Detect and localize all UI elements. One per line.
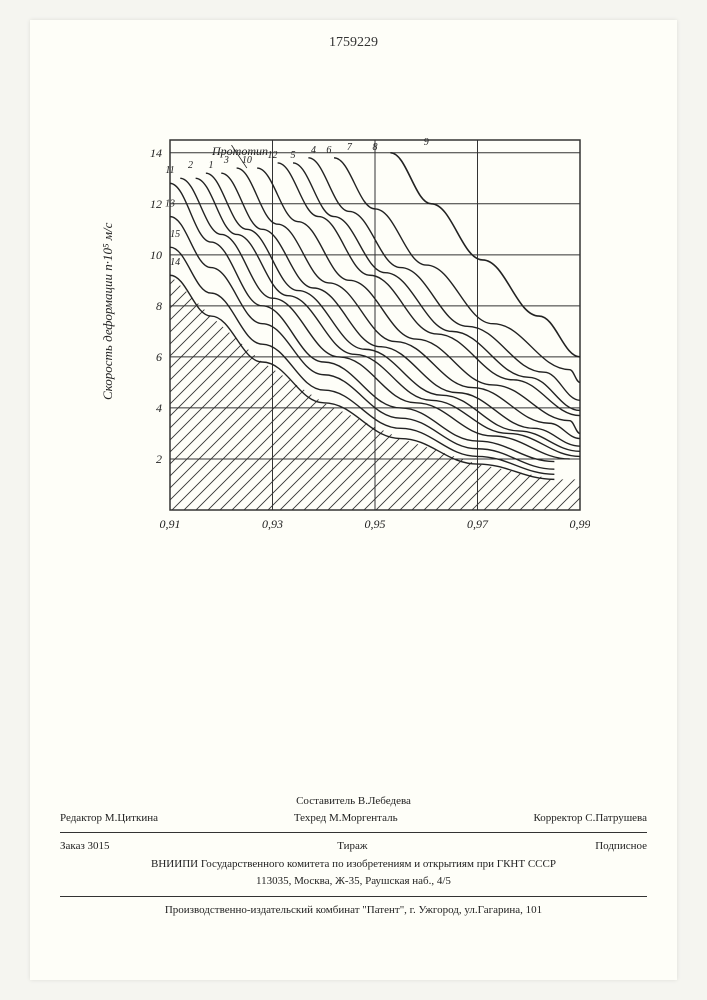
svg-text:5: 5 [291,150,296,161]
chart-svg: 0,910,930,950,970,9924681012141234567891… [130,120,590,540]
subscription: Подписное [595,839,647,854]
annotation-prototype: Прототип [212,144,268,159]
svg-text:4: 4 [156,401,162,415]
svg-text:12: 12 [150,197,162,211]
svg-text:8: 8 [373,142,378,153]
editor: Редактор М.Циткина [60,811,158,826]
svg-text:10: 10 [150,248,162,262]
svg-text:1: 1 [209,160,214,171]
address: 113035, Москва, Ж-35, Раушская наб., 4/5 [60,874,647,889]
compiler: Составитель В.Лебедева [60,794,647,809]
svg-text:2: 2 [188,160,193,171]
chart: Скорость деформации n·10⁵ м/с 0,910,930,… [130,120,590,540]
svg-text:0,91: 0,91 [160,517,181,531]
tirage: Тираж [337,839,367,854]
order: Заказ 3015 [60,839,110,854]
svg-text:0,97: 0,97 [467,517,489,531]
y-axis-label: Скорость деформации n·10⁵ м/с [100,223,116,400]
svg-text:7: 7 [347,142,353,153]
svg-text:6: 6 [156,350,162,364]
page: 1759229 Скорость деформации n·10⁵ м/с 0,… [30,20,677,980]
publisher: Производственно-издательский комбинат "П… [60,903,647,918]
svg-text:13: 13 [165,198,175,209]
footer: Составитель В.Лебедева Редактор М.Циткин… [60,792,647,920]
svg-text:12: 12 [268,150,278,161]
svg-text:0,95: 0,95 [365,517,386,531]
patent-number: 1759229 [329,35,378,51]
techred: Техред М.Моргенталь [294,811,398,826]
svg-text:14: 14 [170,257,180,268]
svg-text:8: 8 [156,299,162,313]
svg-text:11: 11 [165,165,174,176]
svg-text:9: 9 [424,137,429,148]
institute: ВНИИПИ Государственного комитета по изоб… [60,857,647,872]
svg-text:6: 6 [326,145,331,156]
svg-text:4: 4 [311,145,316,156]
corrector: Корректор С.Патрушева [533,811,647,826]
svg-text:2: 2 [156,452,162,466]
svg-text:0,99: 0,99 [570,517,591,531]
svg-text:0,93: 0,93 [262,517,283,531]
svg-text:15: 15 [170,229,180,240]
svg-text:14: 14 [150,146,162,160]
